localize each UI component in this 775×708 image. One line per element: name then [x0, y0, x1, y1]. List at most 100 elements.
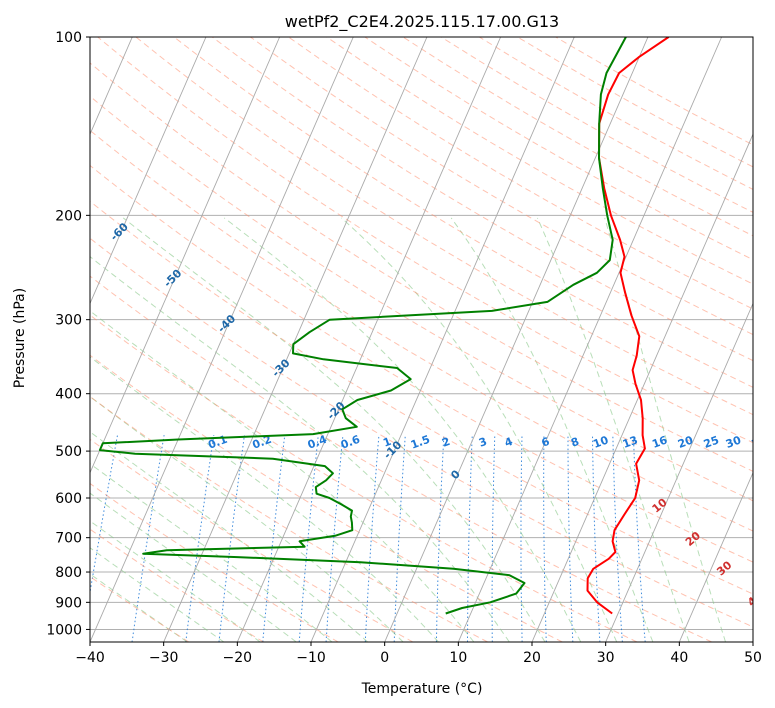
isotherm-line: [90, 37, 354, 642]
x-tick-label: 30: [597, 650, 615, 666]
isotherm-line: [90, 37, 281, 474]
y-axis-ticks: 1000 900 800 700 600 500 400 300 200 100: [46, 30, 90, 638]
isotherm-line: [531, 133, 753, 642]
mixing-ratio-label: 2: [440, 435, 452, 450]
mixing-ratio-label: 3: [477, 435, 489, 450]
isotherm-line: [678, 471, 753, 642]
mixing-ratio-line: [298, 435, 319, 642]
isotherm-lines: [0, 37, 753, 642]
mixing-ratio-line: [435, 435, 445, 642]
mixing-ratio-line: [218, 435, 245, 642]
dry-adiabat-line: [364, 37, 753, 261]
mixing-ratio-label: 0.2: [251, 433, 274, 452]
mixing-ratio-line: [467, 435, 473, 642]
dry-adiabat-lines: [90, 37, 753, 642]
profile-series: [98, 37, 670, 615]
mixing-ratio-label: 0.1: [206, 433, 229, 452]
dry-adiabat-line: [90, 62, 753, 472]
isotherm-line: [310, 37, 575, 642]
mixing-ratio-line: [90, 435, 118, 596]
mixing-ratio-label: 20: [676, 433, 695, 451]
mixing-ratio-label: 1: [381, 435, 393, 450]
plot-frame: [89, 36, 754, 643]
mixing-ratio-label: 25: [702, 434, 721, 451]
dry-adiabat-line: [90, 164, 753, 563]
dry-adiabat-line: [90, 438, 414, 642]
isotherm-label: -40: [215, 312, 238, 335]
moist-adiabat-line: [90, 492, 297, 642]
x-axis-ticks: −40 −30 −20 −10 0 10 20 30 40 50: [75, 642, 762, 666]
chart-title: wetPf2_C2E4.2025.115.17.00.G13: [285, 12, 559, 32]
isotherm-line: [0, 37, 59, 642]
isotherm-label: -80: [0, 136, 20, 159]
mixing-ratio-label: 30: [724, 433, 743, 451]
x-axis-title: Temperature (°C): [361, 681, 483, 697]
pressure-grid: [90, 37, 753, 630]
mixing-ratio-line: [592, 435, 601, 642]
moist-adiabat-line: [90, 431, 368, 642]
x-tick-label: −40: [75, 650, 105, 666]
isotherm-label: -30: [269, 356, 292, 379]
y-tick-label: 200: [55, 208, 82, 224]
mixing-ratio-label: 13: [621, 434, 640, 451]
x-tick-label: 50: [744, 650, 762, 666]
y-tick-label: 600: [55, 491, 82, 507]
mixing-ratio-line: [393, 435, 406, 642]
y-tick-label: 1000: [46, 622, 82, 638]
dry-adiabat-label: 30: [714, 558, 734, 578]
dry-adiabat-line: [517, 37, 753, 168]
mixing-ratio-line: [567, 435, 574, 642]
mixing-ratio-line: [262, 435, 286, 642]
isotherm-line: [752, 640, 753, 642]
mixing-ratio-line: [131, 435, 165, 642]
dry-adiabat-line: [90, 95, 753, 502]
dry-adiabat-line: [211, 37, 753, 362]
mixing-ratio-label: 4: [503, 435, 515, 450]
isotherm-label: -50: [161, 267, 184, 290]
mixing-ratio-label: 36: [750, 433, 769, 451]
dry-adiabat-line: [173, 37, 753, 388]
y-tick-label: 100: [55, 30, 82, 46]
mixing-ratio-label: 0.4: [306, 433, 329, 452]
dry-adiabat-line: [250, 37, 753, 336]
isotherm-line: [384, 37, 649, 642]
x-tick-label: −30: [149, 650, 179, 666]
dry-adiabat-line: [90, 396, 488, 642]
moist-adiabat-line: [223, 217, 582, 642]
moist-adiabat-line: [90, 573, 188, 642]
dry-adiabat-line: [90, 275, 712, 642]
y-axis-title: Pressure (hPa): [12, 288, 28, 388]
isotherm-label: -60: [108, 220, 131, 243]
x-tick-label: 40: [670, 650, 688, 666]
dry-adiabat-label: 10: [650, 496, 670, 516]
y-tick-label: 400: [55, 387, 82, 403]
mixing-ratio-line: [364, 435, 380, 642]
dewpoint-profile-line: [98, 37, 627, 615]
x-tick-label: 20: [523, 650, 541, 666]
moist-adiabat-line: [90, 356, 439, 642]
dry-adiabat-label: 40: [745, 589, 765, 609]
isotherm-line: [457, 37, 723, 642]
mixing-ratio-line: [325, 435, 344, 642]
mixing-ratio-line: [491, 435, 496, 642]
mixing-ratio-label: 6: [540, 435, 552, 450]
moist-adiabat-line: [450, 217, 654, 642]
mixing-ratio-label: 1.5: [409, 433, 432, 452]
mixing-ratio-line: [520, 435, 523, 642]
x-tick-label: 0: [380, 650, 389, 666]
dry-adiabat-label: 20: [683, 529, 703, 549]
moist-adiabat-line: [90, 547, 225, 642]
isotherm-label: 0: [448, 467, 463, 482]
mixing-ratio-label: 10: [591, 433, 610, 451]
mixing-ratio-label: 8: [569, 435, 581, 450]
moist-adiabat-line: [340, 217, 618, 642]
y-tick-label: 900: [55, 595, 82, 611]
dry-adiabat-line: [90, 129, 753, 532]
y-tick-label: 500: [55, 444, 82, 460]
moist-adiabat-line: [90, 463, 333, 642]
moist-adiabat-line: [90, 256, 510, 642]
x-tick-label: −20: [223, 650, 253, 666]
plot-area: -100-90-80-70-60-50-40-30-20-10010203040…: [0, 37, 769, 642]
mixing-ratio-line: [612, 435, 623, 642]
